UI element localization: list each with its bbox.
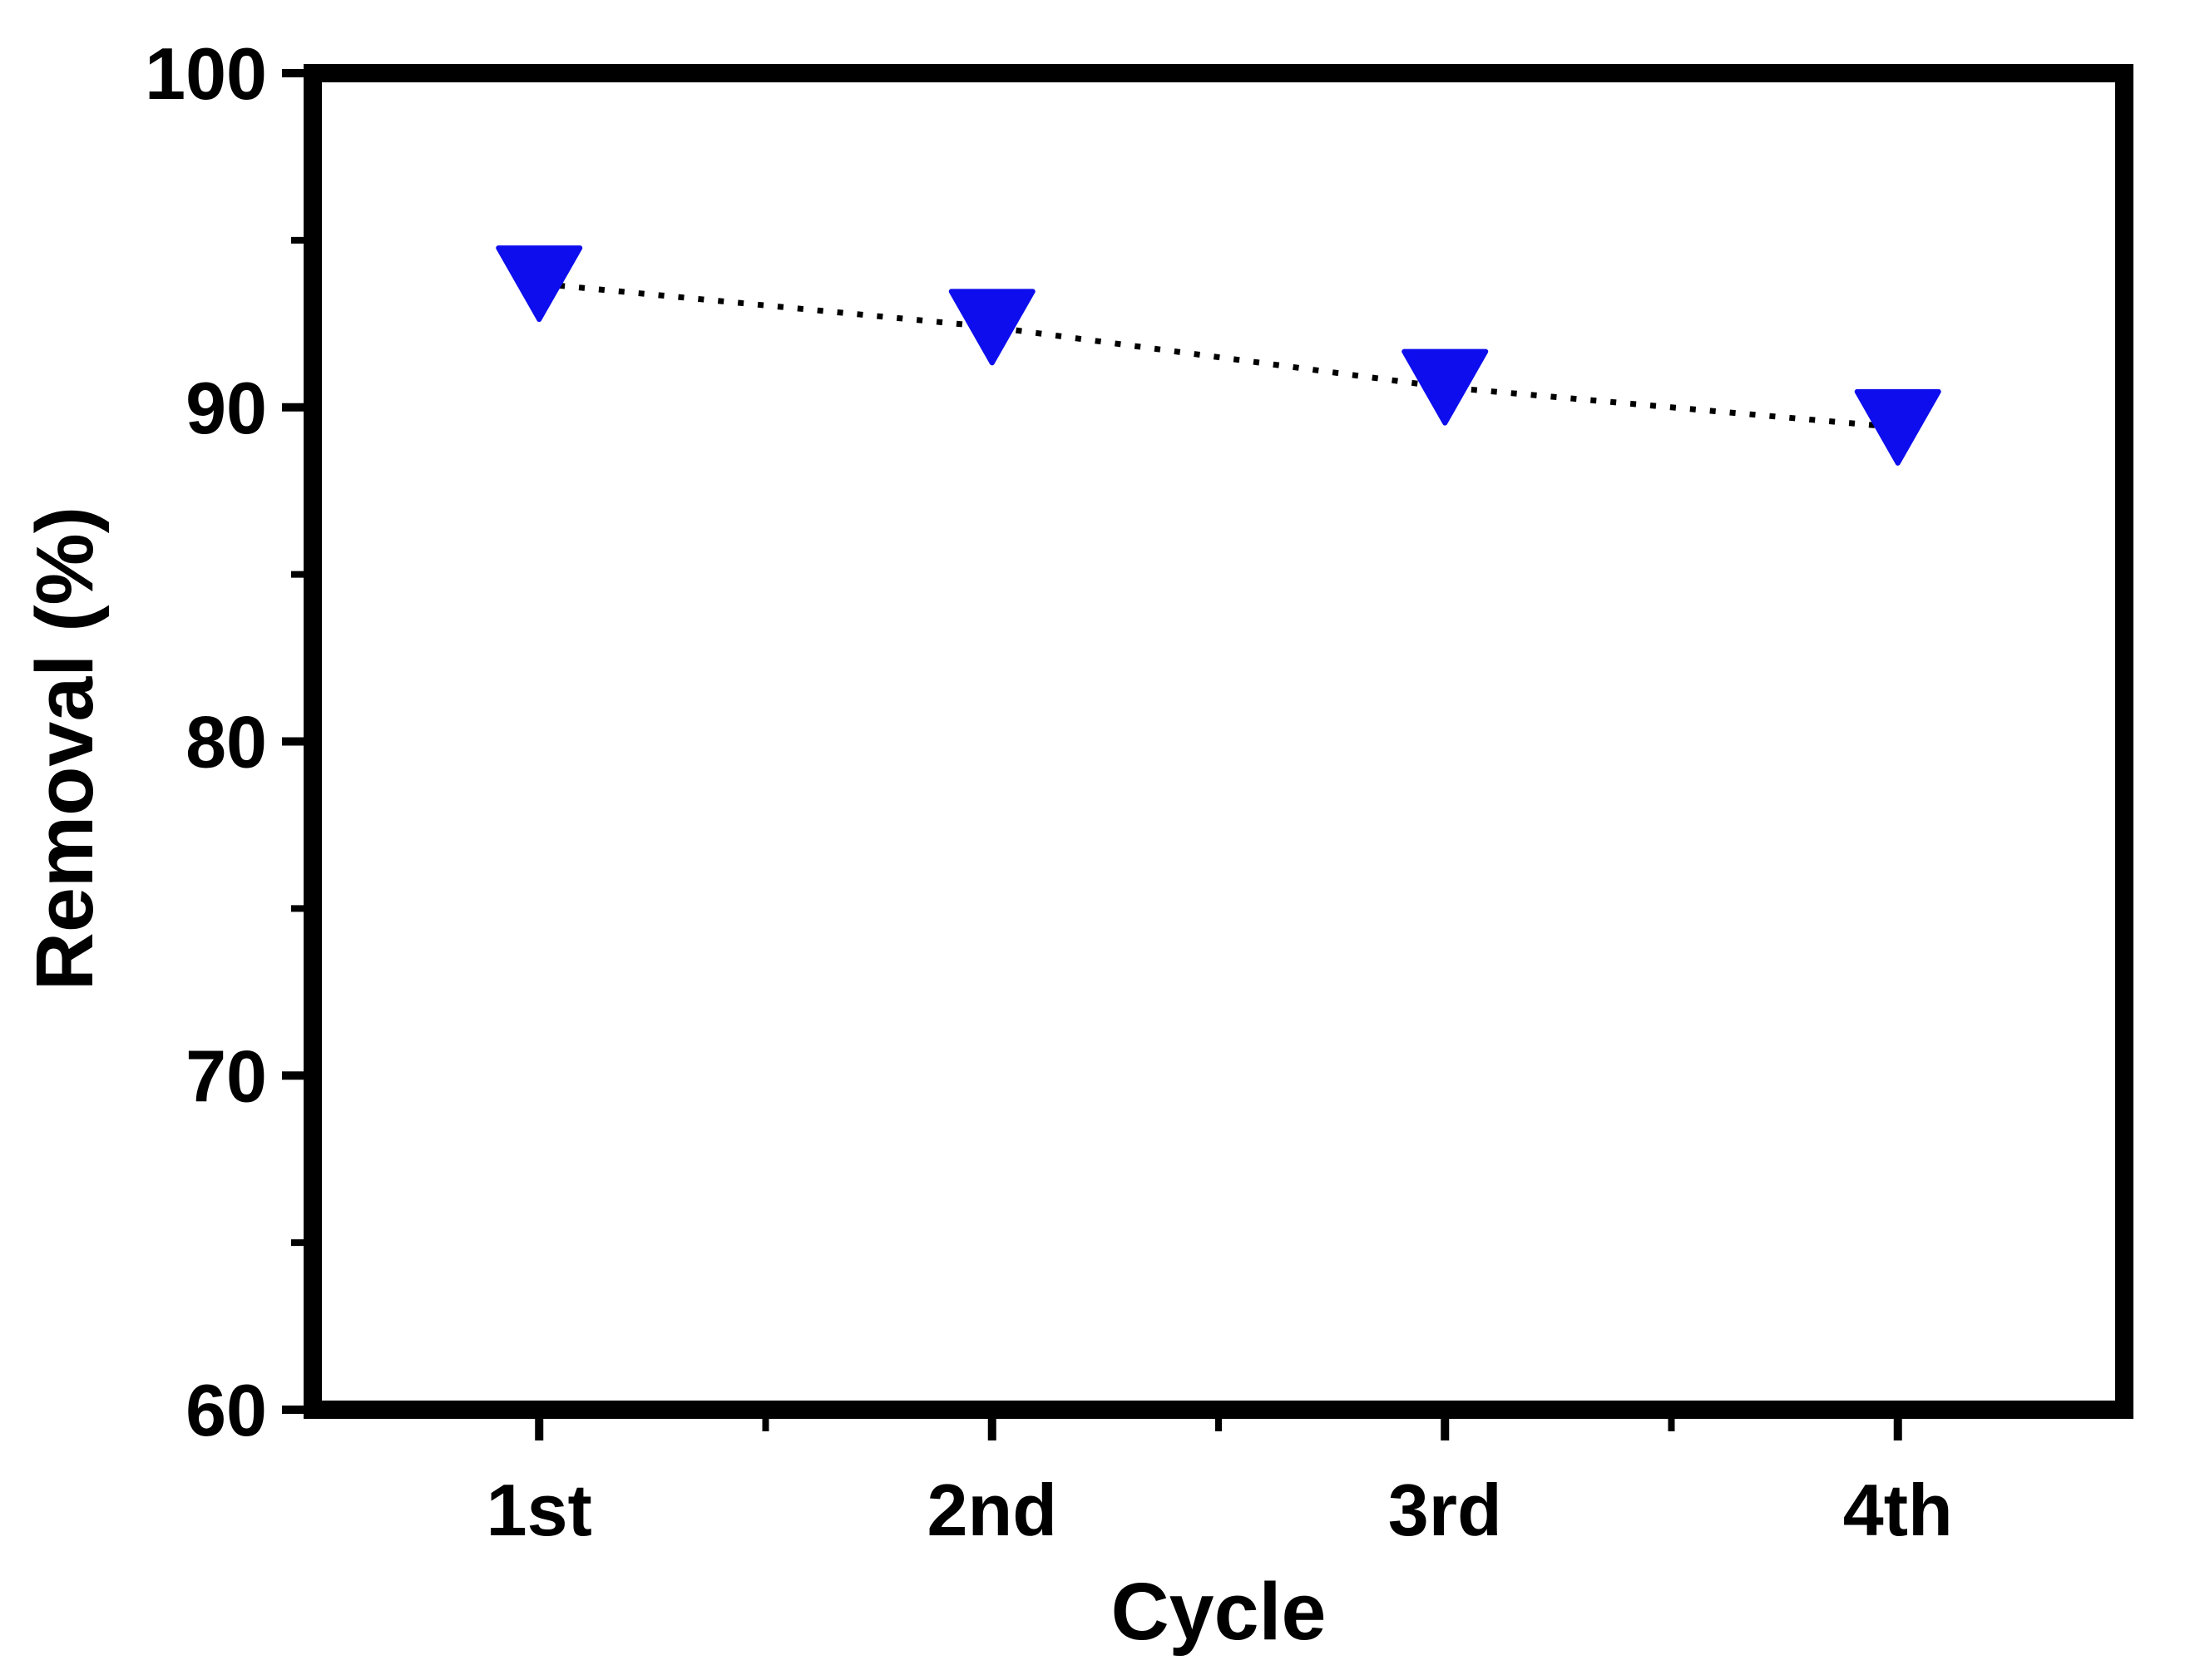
data-marker-3rd	[1401, 348, 1489, 426]
y-axis-tick-label: 60	[185, 1369, 267, 1451]
data-marker-4th	[1854, 388, 1941, 466]
x-axis-tick-label: 3rd	[1388, 1469, 1502, 1551]
data-marker-1st	[496, 245, 583, 323]
y-axis-title: Removal (%)	[19, 506, 110, 991]
data-series-line	[538, 280, 1899, 431]
x-axis-title: Cycle	[1110, 1566, 1327, 1657]
y-axis-tick-label: 70	[185, 1035, 267, 1117]
plot-frame	[304, 64, 2133, 1419]
y-axis-tick-label: 90	[185, 367, 267, 449]
x-axis-tick-label: 4th	[1843, 1469, 1953, 1551]
y-axis-tick-label: 80	[185, 701, 267, 783]
data-marker-2nd	[948, 289, 1036, 366]
y-axis-tick-label: 100	[145, 32, 267, 115]
x-axis-tick-label: 2nd	[927, 1469, 1057, 1551]
x-axis-tick-label: 1st	[487, 1469, 592, 1551]
